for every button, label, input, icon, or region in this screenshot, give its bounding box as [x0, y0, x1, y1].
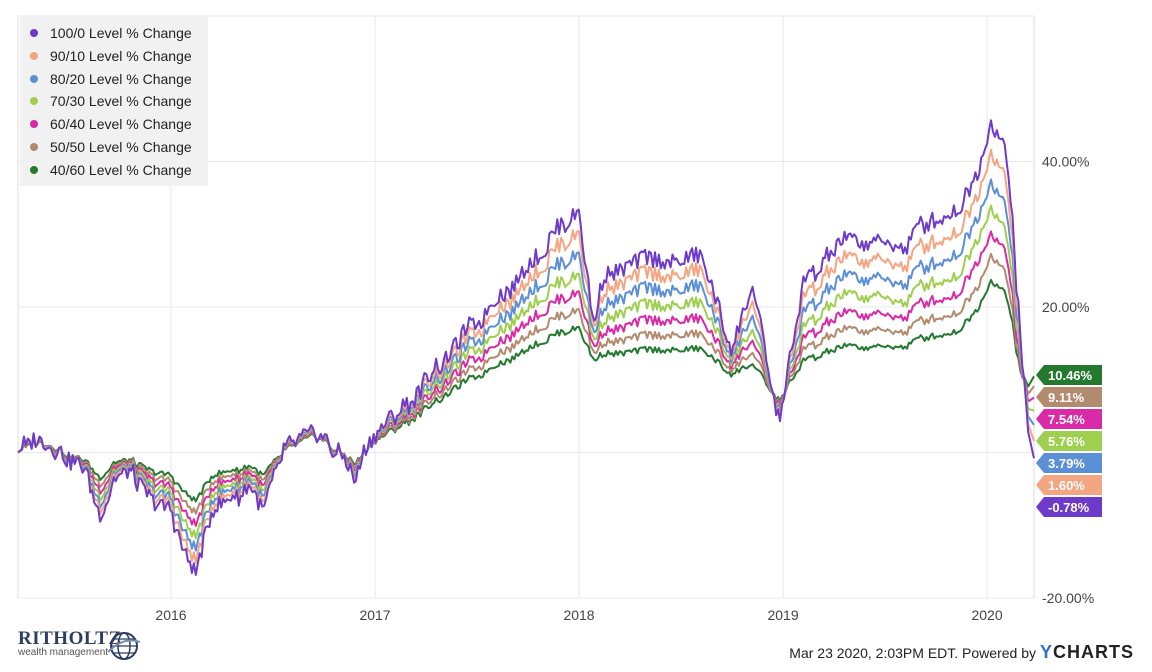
series-layer: [17, 119, 1035, 576]
legend-item[interactable]: 50/50 Level % Change: [30, 137, 192, 157]
legend-item[interactable]: 60/40 Level % Change: [30, 114, 192, 134]
end-value-label: 7.54%: [1048, 412, 1085, 427]
legend-item[interactable]: 80/20 Level % Change: [30, 69, 192, 89]
legend-label: 90/10 Level % Change: [50, 47, 192, 64]
series-line: [17, 119, 1035, 576]
end-label-flag: [1036, 387, 1102, 407]
end-value-label: 5.76%: [1048, 434, 1085, 449]
x-tick-label: 2018: [563, 607, 594, 620]
chart-credit: Mar 23 2020, 2:03PM EDT. Powered by YCHA…: [789, 642, 1134, 663]
credit-text: Mar 23 2020, 2:03PM EDT. Powered by: [789, 645, 1036, 661]
gridlines: [18, 15, 1034, 599]
legend-label: 60/40 Level % Change: [50, 116, 192, 133]
series-line: [17, 204, 1035, 540]
legend-label: 50/50 Level % Change: [50, 139, 192, 155]
ritholtz-logo: RITHOLTZ wealth management: [18, 628, 141, 660]
logo-title: RITHOLTZ: [18, 628, 122, 649]
end-label-flag: [1036, 409, 1102, 429]
x-tick-label: 2020: [971, 607, 1002, 620]
legend-dot-icon: [30, 74, 38, 83]
end-label-flag: [1036, 497, 1102, 517]
legend-dot-icon: [30, 29, 38, 37]
y-tick-label: 20.00%: [1042, 299, 1089, 315]
legend-item[interactable]: 100/0 Level % Change: [30, 23, 192, 43]
end-label-flag: [1036, 431, 1102, 451]
end-value-label: -0.78%: [1048, 500, 1090, 515]
end-label-flag: [1036, 475, 1102, 495]
legend-dot-icon: [30, 143, 38, 151]
x-tick-label: 2017: [359, 607, 390, 620]
end-value-label: 9.11%: [1048, 390, 1085, 405]
legend-label: 80/20 Level % Change: [50, 70, 192, 87]
globe-icon: [107, 632, 141, 660]
series-line: [17, 252, 1035, 515]
series-line: [17, 230, 1035, 527]
legend: 100/0 Level % Change 90/10 Level % Change…: [20, 16, 208, 186]
series-line: [17, 178, 1035, 552]
legend-item[interactable]: 90/10 Level % Change: [30, 46, 192, 66]
y-tick-label: -20.00%: [1042, 590, 1094, 606]
ycharts-logo-y: Y: [1039, 642, 1053, 662]
logo-subtitle: wealth management: [18, 647, 109, 658]
ycharts-logo-text: CHARTS: [1053, 642, 1134, 662]
legend-dot-icon: [30, 165, 38, 174]
x-tick-label: 2019: [767, 607, 798, 620]
tick-labels: 2016 2017 2018 2019 2020 40.00% 20.00% -20.00%: [155, 154, 1094, 621]
ycharts-logo: YCHARTS: [1040, 642, 1134, 663]
end-value-label: 3.79%: [1048, 456, 1085, 471]
end-value-label: 10.46%: [1048, 368, 1093, 383]
legend-dot-icon: [30, 120, 38, 129]
legend-dot-icon: [30, 97, 38, 106]
series-line: [17, 278, 1035, 503]
x-tick-label: 2016: [155, 607, 186, 620]
legend-item[interactable]: 70/30 Level % Change: [30, 91, 192, 111]
end-label-flag: [1036, 365, 1102, 385]
footer: RITHOLTZ wealth management Mar 23 2020, …: [0, 622, 1152, 672]
end-labels: 10.46% 9.11% 7.54% 5.76% 3.79% 1.60% -0.78%: [1036, 365, 1102, 517]
end-value-label: 1.60%: [1048, 478, 1085, 493]
legend-dot-icon: [30, 51, 38, 60]
legend-label: 100/0 Level % Change: [50, 25, 192, 41]
y-tick-label: 40.00%: [1042, 154, 1089, 170]
series-line: [17, 148, 1035, 564]
legend-label: 40/60 Level % Change: [50, 161, 192, 178]
legend-label: 70/30 Level % Change: [50, 93, 192, 110]
legend-item[interactable]: 40/60 Level % Change: [30, 160, 192, 180]
end-label-flag: [1036, 453, 1102, 473]
